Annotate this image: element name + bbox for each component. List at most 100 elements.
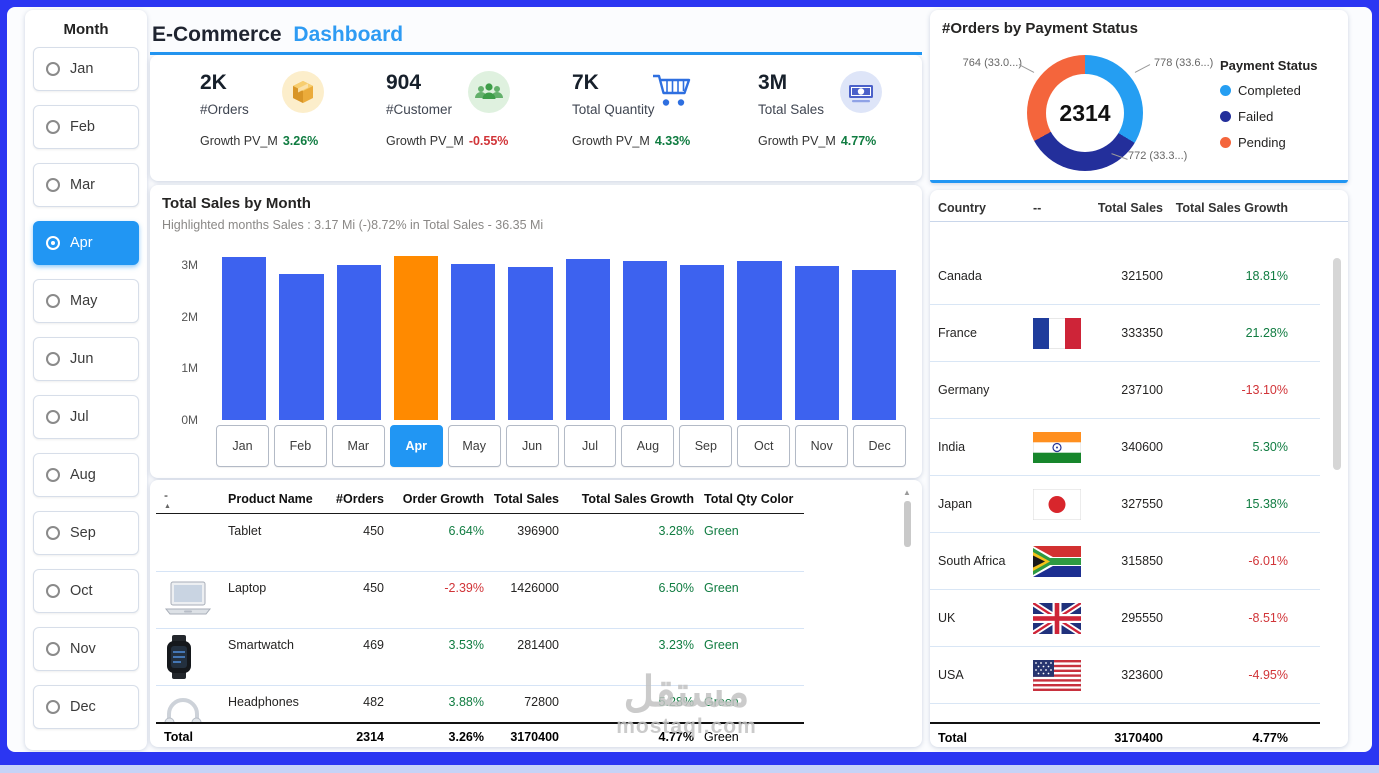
country-sales-growth: -4.95% — [1248, 668, 1288, 682]
bar-column-apr[interactable] — [393, 249, 438, 420]
country-total-sales: 315850 — [1121, 554, 1163, 568]
scrollbar-thumb[interactable] — [1333, 258, 1341, 470]
product-qty-color: Green — [704, 638, 739, 652]
column-header-total-sales[interactable]: Total Sales — [493, 492, 559, 506]
country-sales-growth: 5.30% — [1252, 440, 1288, 454]
bar-column-jul[interactable] — [565, 249, 610, 420]
month-option-jul[interactable]: Jul — [33, 395, 139, 439]
payment-status-card: #Orders by Payment Status 2314 Payment S… — [930, 10, 1348, 183]
radio-icon — [46, 584, 60, 598]
product-order-growth: 6.64% — [448, 524, 484, 538]
chart-month-button-jun[interactable]: Jun — [505, 425, 559, 467]
kpi-label: #Customer — [386, 102, 453, 117]
chart-month-button-mar[interactable]: Mar — [331, 425, 385, 467]
chart-month-button-may[interactable]: May — [447, 425, 501, 467]
chart-month-button-jan[interactable]: Jan — [216, 425, 269, 467]
bar-column-oct[interactable] — [737, 249, 782, 420]
column-header--[interactable]: -- — [1033, 201, 1042, 215]
month-option-dec[interactable]: Dec — [33, 685, 139, 729]
month-option-feb[interactable]: Feb — [33, 105, 139, 149]
column-header-total-sales[interactable]: Total Sales — [1097, 201, 1163, 215]
column-header-country[interactable]: Country — [938, 201, 986, 215]
month-option-may[interactable]: May — [33, 279, 139, 323]
legend-title: Payment Status — [1220, 58, 1318, 73]
bars-plot-area — [212, 249, 906, 420]
month-option-apr[interactable]: Apr — [33, 221, 139, 265]
product-row-headphones[interactable]: Headphones 482 3.88% 72800 5.28% Green — [156, 686, 804, 722]
kpi-growth-value: 3.26% — [282, 134, 319, 148]
bar-column-jun[interactable] — [508, 249, 553, 420]
payment-status-donut[interactable]: 2314 — [1027, 55, 1143, 171]
month-option-aug[interactable]: Aug — [33, 453, 139, 497]
product-table-scrollbar[interactable]: ▲ — [902, 488, 912, 618]
sort-dash: - — [164, 488, 168, 502]
total-order-growth: 3.26% — [448, 730, 484, 744]
month-option-nov[interactable]: Nov — [33, 627, 139, 671]
product-row-smartwatch[interactable]: Smartwatch 469 3.53% 281400 3.23% Green — [156, 629, 804, 686]
month-option-label: Aug — [70, 467, 96, 483]
bar-column-dec[interactable] — [851, 249, 896, 420]
bar-column-aug[interactable] — [622, 249, 667, 420]
bar-column-nov[interactable] — [794, 249, 839, 420]
country-table-total-row: Total 3170400 4.77% — [930, 722, 1320, 745]
month-option-jun[interactable]: Jun — [33, 337, 139, 381]
product-row-tablet[interactable]: Tablet 450 6.64% 396900 3.28% Green — [156, 515, 804, 572]
sort-column-header[interactable]: - ▲ — [156, 486, 228, 513]
chart-month-button-nov[interactable]: Nov — [795, 425, 849, 467]
product-table-total-row: Total 2314 3.26% 3170400 4.77% Green — [156, 722, 804, 744]
bar-column-jan[interactable] — [222, 249, 267, 420]
column-header-total-sales-growth[interactable]: Total Sales Growth — [581, 492, 694, 506]
chart-month-button-oct[interactable]: Oct — [737, 425, 791, 467]
country-row-germany[interactable]: Germany 237100 -13.10% — [930, 362, 1320, 419]
chart-month-button-aug[interactable]: Aug — [621, 425, 675, 467]
month-option-sep[interactable]: Sep — [33, 511, 139, 555]
sales-chart-subtitle: Highlighted months Sales : 3.17 Mi (-)8.… — [162, 218, 544, 232]
legend-item-failed[interactable]: Failed — [1220, 109, 1318, 124]
country-row-india[interactable]: India 340600 5.30% — [930, 419, 1320, 476]
radio-icon — [46, 468, 60, 482]
country-row-france[interactable]: France 333350 21.28% — [930, 305, 1320, 362]
month-option-jan[interactable]: Jan — [33, 47, 139, 91]
country-row-canada[interactable]: Canada 321500 18.81% — [930, 248, 1320, 305]
legend-item-pending[interactable]: Pending — [1220, 135, 1318, 150]
column-header-product-name[interactable]: Product Name — [228, 492, 313, 506]
country-row-usa[interactable]: USA 323600 -4.95% — [930, 647, 1320, 704]
month-option-label: Dec — [70, 699, 96, 715]
country-name: Canada — [938, 269, 982, 283]
country-table-scrollbar[interactable] — [1333, 258, 1341, 728]
country-row-japan[interactable]: Japan 327550 15.38% — [930, 476, 1320, 533]
smartwatch-image — [156, 629, 228, 685]
product-row-laptop[interactable]: Laptop 450 -2.39% 1426000 6.50% Green — [156, 572, 804, 629]
kpi-growth: Growth PV_M 4.33% — [572, 134, 696, 148]
country-row-uk[interactable]: UK 295550 -8.51% — [930, 590, 1320, 647]
month-option-oct[interactable]: Oct — [33, 569, 139, 613]
scrollbar-thumb[interactable] — [903, 501, 911, 547]
page-title-accent: Dashboard — [293, 23, 404, 46]
total-qty-color: Green — [704, 730, 739, 744]
kpi-growth-value: -0.55% — [468, 134, 509, 148]
column-header-total-qty-color[interactable]: Total Qty Color — [704, 492, 794, 506]
chart-month-button-dec[interactable]: Dec — [853, 425, 907, 467]
column-header--orders[interactable]: #Orders — [336, 492, 384, 506]
bar-column-sep[interactable] — [680, 249, 725, 420]
column-header-order-growth[interactable]: Order Growth — [402, 492, 484, 506]
donut-callout-pending: 764 (33.0...) — [962, 57, 1022, 69]
chart-month-button-apr[interactable]: Apr — [389, 425, 443, 467]
chart-month-button-sep[interactable]: Sep — [679, 425, 733, 467]
bar-column-mar[interactable] — [336, 249, 381, 420]
country-name: Japan — [938, 497, 973, 511]
bar-column-may[interactable] — [451, 249, 496, 420]
product-sales-growth: 3.23% — [658, 638, 694, 652]
radio-icon — [46, 642, 60, 656]
legend-item-completed[interactable]: Completed — [1220, 83, 1318, 98]
chart-month-button-jul[interactable]: Jul — [563, 425, 617, 467]
bar-column-feb[interactable] — [279, 249, 324, 420]
country-row-south-africa[interactable]: South Africa 315850 -6.01% — [930, 533, 1320, 590]
column-header-total-sales-growth[interactable]: Total Sales Growth — [1175, 201, 1288, 215]
chart-month-button-feb[interactable]: Feb — [273, 425, 327, 467]
sales-chart-title: Total Sales by Month — [162, 195, 311, 212]
month-option-label: Feb — [70, 119, 95, 135]
japan-flag — [1033, 488, 1093, 520]
month-option-mar[interactable]: Mar — [33, 163, 139, 207]
scrollbar-up-icon[interactable]: ▲ — [903, 488, 911, 497]
